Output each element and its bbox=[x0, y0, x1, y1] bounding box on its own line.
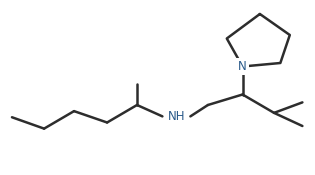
Text: NH: NH bbox=[168, 110, 185, 123]
Text: N: N bbox=[238, 60, 247, 73]
